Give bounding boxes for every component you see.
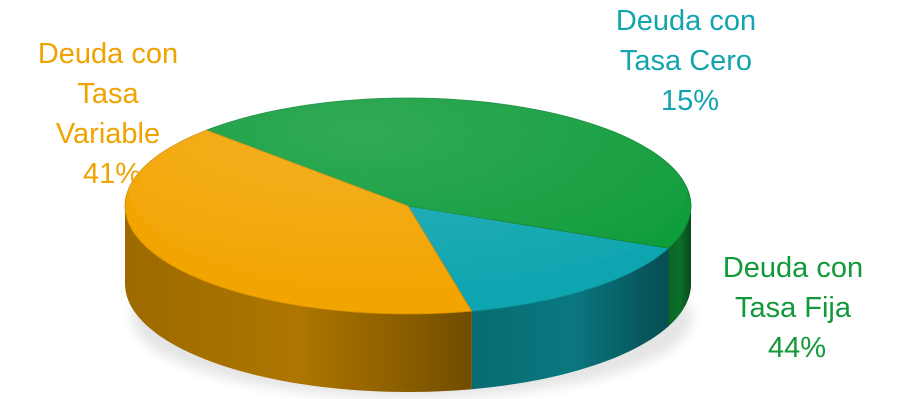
- pie-side-shade: [471, 248, 669, 390]
- slice-label-tasa-fija: Deuda con Tasa Fija 44%: [723, 252, 871, 364]
- pie-sides: [125, 206, 691, 392]
- pie-side-shade: [668, 206, 691, 327]
- slice-label-tasa-variable: Deuda con Tasa Variable 41%: [38, 38, 186, 190]
- pie-side-shade: [125, 206, 472, 392]
- pie-highlight: [128, 78, 688, 292]
- slice-label-tasa-cero: Deuda con Tasa Cero 15%: [616, 5, 764, 117]
